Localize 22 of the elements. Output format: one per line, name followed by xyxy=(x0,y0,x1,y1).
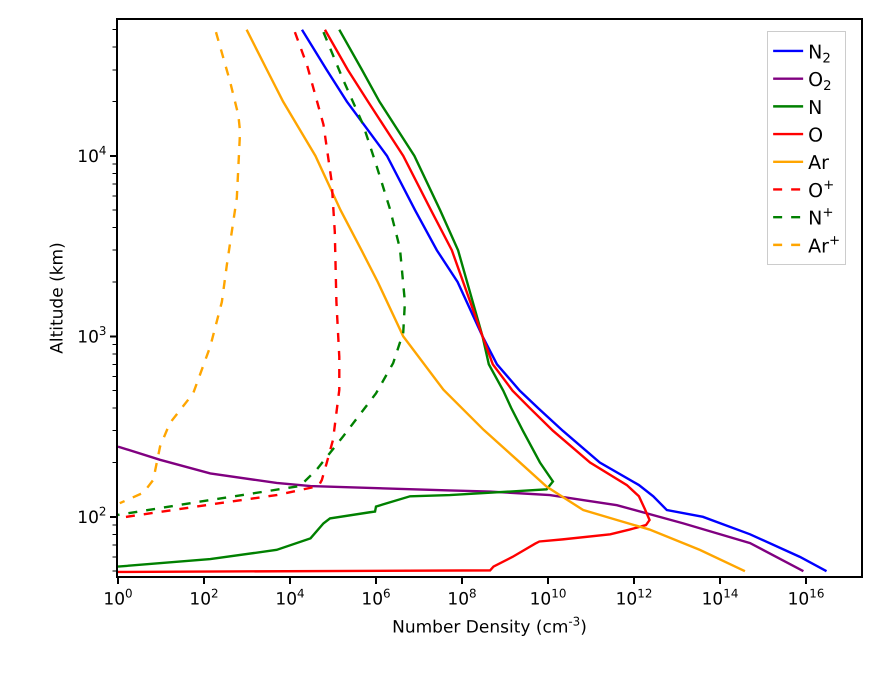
y-tick-label: 10$^{2}$ xyxy=(77,504,106,528)
x-tick-label: 10$^{14}$ xyxy=(702,586,738,610)
x-tick-label: 10$^{10}$ xyxy=(530,586,566,610)
x-tick-label: 10$^{4}$ xyxy=(275,586,305,610)
x-axis-title: Number Density (cm$^{-3}$) xyxy=(392,614,587,638)
legend-label: Ar xyxy=(808,152,830,174)
x-tick-label: 10$^{12}$ xyxy=(616,586,652,610)
legend-label: Ar$^{+}$ xyxy=(808,233,840,258)
legend-label: O$^{+}$ xyxy=(808,178,834,202)
x-tick-label: 10$^{8}$ xyxy=(447,586,477,610)
legend-label: O xyxy=(808,124,824,146)
x-tick-label: 10$^{6}$ xyxy=(361,586,391,610)
y-axis-title: Altitude (km) xyxy=(47,242,68,354)
legend-label: N xyxy=(808,96,822,119)
legend-label: N$_{2}$ xyxy=(808,41,831,66)
y-tick-label: 10$^{3}$ xyxy=(77,324,106,348)
legend-label: O$_{2}$ xyxy=(808,69,832,94)
x-tick-label: 10$^{2}$ xyxy=(189,586,219,610)
legend-label: N$^{+}$ xyxy=(808,206,834,230)
x-tick-label: 10$^{16}$ xyxy=(788,586,824,610)
y-tick-label: 10$^{4}$ xyxy=(77,144,106,167)
x-tick-label: 10$^{0}$ xyxy=(103,586,133,610)
